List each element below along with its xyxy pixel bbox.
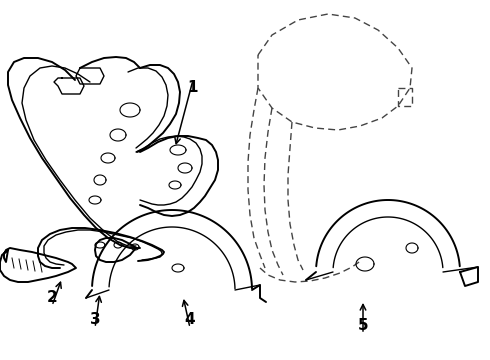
- Text: 5: 5: [358, 319, 368, 333]
- Text: 4: 4: [185, 312, 196, 328]
- Text: 3: 3: [90, 312, 100, 328]
- Text: 2: 2: [47, 291, 57, 306]
- Text: 1: 1: [188, 81, 198, 95]
